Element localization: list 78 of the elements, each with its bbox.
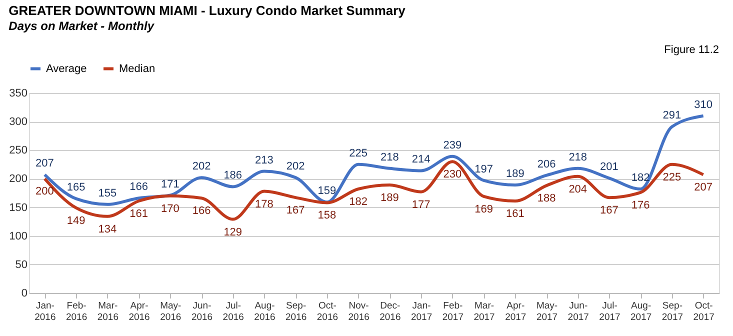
y-tick-label: 250 [9, 144, 28, 157]
data-label: 197 [474, 163, 493, 176]
x-tick-label: Nov-2016 [348, 300, 370, 323]
x-tick-label: Mar-2017 [474, 300, 495, 323]
x-tick-label: Aug-2016 [254, 300, 276, 323]
data-label: 225 [662, 171, 682, 184]
data-label: 213 [255, 154, 274, 166]
x-tick-label: Oct-2016 [316, 300, 338, 323]
data-label: 176 [631, 199, 650, 212]
data-label: 170 [160, 202, 180, 215]
x-tick-label: May-2016 [160, 300, 182, 323]
data-label: 204 [568, 183, 588, 196]
data-label: 134 [98, 223, 117, 236]
data-label: 155 [98, 187, 117, 200]
data-label: 182 [349, 196, 368, 208]
chart-subtitle: Days on Market - Monthly [8, 19, 156, 33]
x-tick-label: Jan-2016 [34, 300, 56, 323]
data-label: 159 [318, 185, 336, 198]
data-label: 161 [506, 208, 524, 220]
x-tick-label: Jan-2017 [410, 300, 432, 323]
data-label: 167 [286, 204, 305, 217]
chart-title: GREATER DOWNTOWN MIAMI - Luxury Condo Market Summary [8, 3, 406, 18]
x-tick-label: Jun-2016 [191, 300, 213, 323]
x-tick-label: Aug-2017 [630, 300, 652, 323]
data-label: 186 [224, 170, 242, 182]
legend-label: Average [46, 62, 87, 75]
data-label: 161 [130, 208, 148, 220]
x-tick-label: May-2017 [536, 300, 558, 323]
data-label: 206 [537, 158, 556, 170]
y-tick-label: 150 [9, 202, 28, 214]
data-label: 230 [443, 168, 462, 181]
data-label: 166 [192, 205, 211, 218]
data-label: 165 [66, 182, 86, 194]
data-label: 177 [412, 198, 430, 211]
data-label: 207 [694, 182, 712, 194]
caption: Figure 11.2 [664, 44, 719, 56]
data-label: 201 [600, 161, 618, 174]
y-tick-label: 200 [9, 173, 28, 186]
x-tick-label: Jun-2017 [568, 300, 589, 323]
data-label: 214 [412, 154, 430, 166]
x-tick-label: Sep-2017 [662, 300, 684, 323]
data-label: 218 [568, 151, 588, 164]
data-label: 149 [66, 214, 86, 227]
data-label: 129 [224, 226, 242, 238]
y-tick-label: 0 [21, 288, 28, 300]
data-label: 189 [380, 192, 399, 204]
x-tick-label: Mar-2016 [97, 300, 118, 323]
data-label: 200 [36, 186, 54, 198]
data-label: 291 [662, 110, 682, 122]
data-label: 169 [474, 203, 493, 216]
data-label: 202 [192, 160, 211, 173]
x-tick-label: Oct-2017 [693, 300, 714, 323]
data-label: 158 [318, 210, 336, 222]
x-tick-label: Apr-2016 [128, 300, 150, 323]
data-label: 167 [600, 204, 618, 217]
data-label: 225 [349, 147, 368, 160]
data-label: 178 [255, 198, 274, 210]
x-tick-label: Jul-2017 [599, 300, 620, 323]
data-label: 207 [36, 158, 54, 170]
y-tick-label: 350 [9, 88, 28, 100]
x-tick-label: Sep-2016 [286, 300, 307, 323]
y-tick-label: 50 [15, 258, 28, 271]
x-tick-label: Jul-2016 [222, 300, 244, 323]
data-label: 239 [443, 139, 462, 152]
x-tick-label: Dec-2016 [380, 300, 401, 323]
x-tick-label: Feb-2017 [442, 300, 464, 323]
data-label: 189 [506, 168, 524, 180]
data-label: 310 [694, 98, 712, 111]
x-tick-label: Apr-2017 [505, 300, 526, 323]
x-tick-label: Feb-2016 [66, 300, 88, 323]
data-label: 188 [537, 192, 556, 205]
data-label: 166 [130, 181, 148, 194]
data-label: 171 [160, 178, 180, 190]
y-tick-label: 100 [9, 230, 28, 242]
data-label: 202 [286, 160, 305, 173]
legend-label: Median [119, 62, 156, 75]
y-tick-label: 300 [9, 116, 28, 128]
data-label: 218 [380, 151, 399, 164]
